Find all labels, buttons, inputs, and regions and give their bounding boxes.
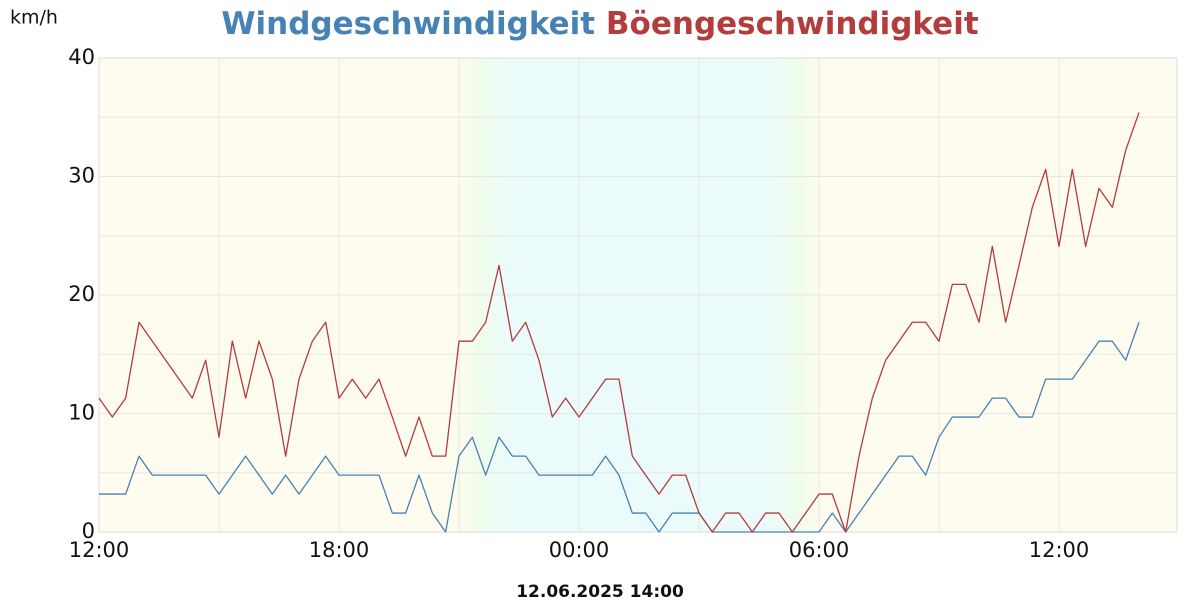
timestamp: 12.06.2025 14:00 <box>516 582 684 600</box>
y-tick-label: 40 <box>68 45 95 69</box>
y-tick-label: 20 <box>68 282 95 306</box>
legend-title: Windgeschwindigkeit Böengeschwindigkeit <box>221 6 979 42</box>
y-tick-label: 0 <box>82 519 95 543</box>
y-tick-label: 30 <box>68 164 95 188</box>
x-tick-label: 06:00 <box>789 538 850 562</box>
series-line <box>98 112 1140 533</box>
plot-border <box>98 57 1178 533</box>
y-tick-label: 10 <box>68 401 95 425</box>
legend-entry: Böengeschwindigkeit <box>606 6 979 42</box>
x-tick-label: 12:00 <box>69 538 130 562</box>
legend-entry: Windgeschwindigkeit <box>221 6 595 42</box>
series-line <box>99 322 1140 533</box>
y-axis-label: km/h <box>10 7 58 29</box>
x-tick-label: 12:00 <box>1029 538 1090 562</box>
x-tick-label: 00:00 <box>549 538 610 562</box>
x-tick-label: 18:00 <box>309 538 370 562</box>
